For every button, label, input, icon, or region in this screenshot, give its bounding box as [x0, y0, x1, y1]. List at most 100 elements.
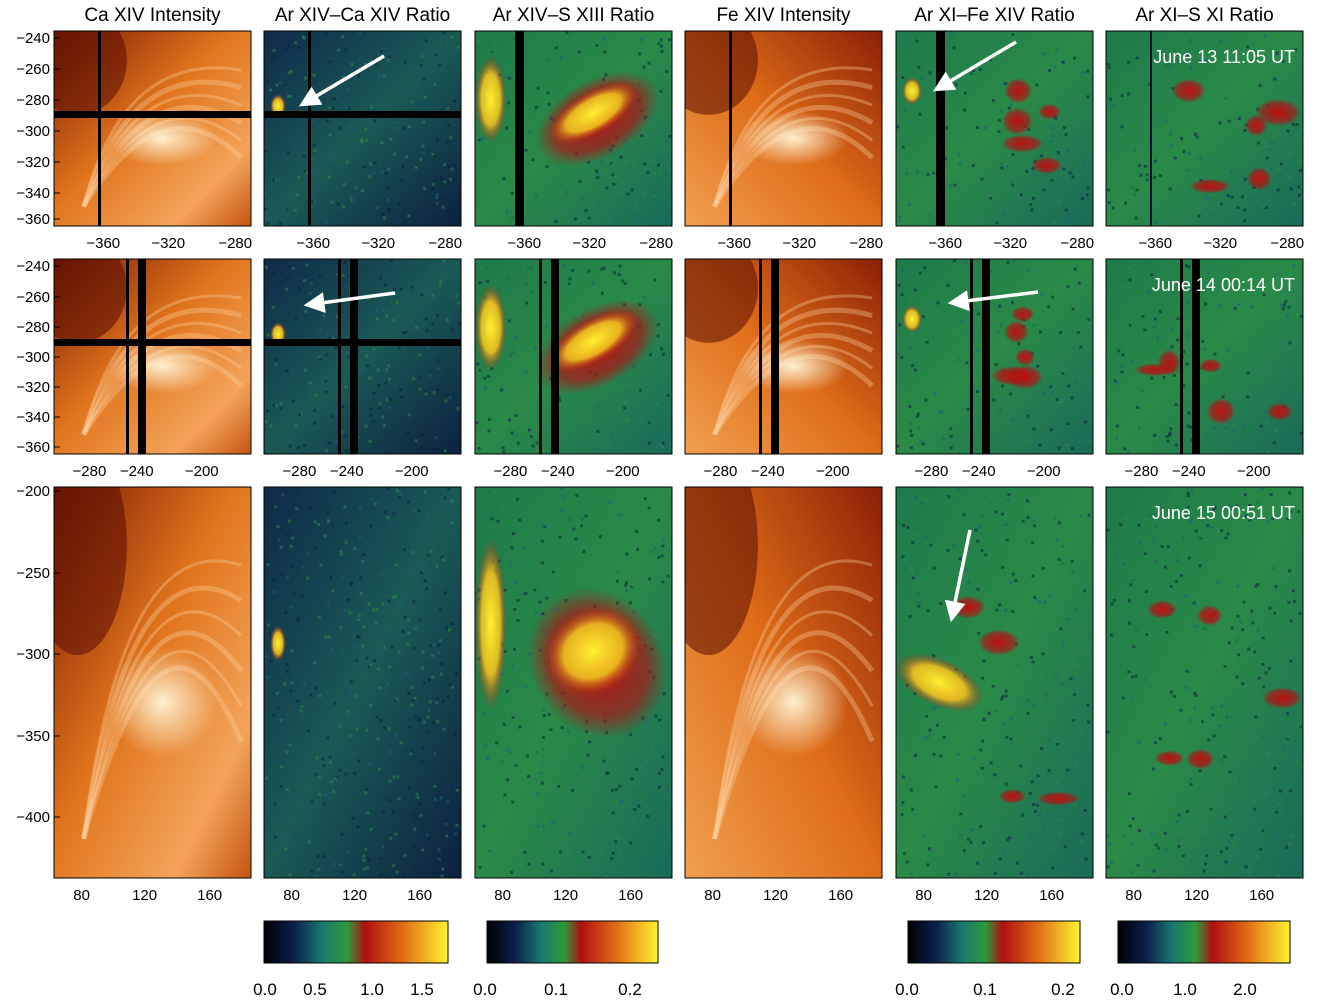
x-tick-label: 120	[763, 887, 788, 904]
x-tick-label: −240	[120, 463, 154, 480]
feature-arrow	[298, 54, 385, 107]
image-panel	[474, 30, 673, 227]
x-tick-label: −360	[296, 235, 330, 252]
x-tick-label: −280	[1125, 463, 1159, 480]
colorbar-tick-label: 0.2	[618, 980, 642, 999]
x-tick-label: 160	[618, 887, 643, 904]
x-tick-label: 80	[283, 887, 300, 904]
x-tick-label: −240	[751, 463, 785, 480]
x-tick-label: 80	[915, 887, 932, 904]
x-tick-label: −360	[86, 235, 120, 252]
colorbar-tick-label: 0.1	[544, 980, 568, 999]
timestamp-label: June 14 00:14 UT	[1152, 275, 1295, 295]
image-panel	[1105, 258, 1304, 455]
x-tick-label: −200	[185, 463, 219, 480]
y-tick-label: −300	[16, 646, 50, 663]
y-tick-label: −320	[16, 379, 50, 396]
colorbar-tick-label: 1.0	[360, 980, 384, 999]
x-tick-label: −360	[928, 235, 962, 252]
column-title: Ar XI–S XI Ratio	[1135, 5, 1273, 26]
image-panel	[1105, 486, 1304, 879]
x-tick-label: −280	[218, 235, 252, 252]
y-tick-label: −260	[16, 289, 50, 306]
x-tick-label: −280	[639, 235, 673, 252]
colorbar-tick-label: 0.5	[303, 980, 327, 999]
y-tick-label: −280	[16, 92, 50, 109]
x-tick-label: 160	[197, 887, 222, 904]
image-panel	[474, 258, 673, 455]
image-panel	[53, 486, 252, 879]
colorbar-tick-label: 2.0	[1233, 980, 1257, 999]
feature-arrow	[944, 529, 972, 623]
y-tick-label: −340	[16, 185, 50, 202]
x-tick-label: 80	[73, 887, 90, 904]
x-tick-label: −280	[1060, 235, 1094, 252]
x-tick-label: 80	[494, 887, 511, 904]
y-tick-label: −200	[16, 483, 50, 500]
x-tick-label: −280	[494, 463, 528, 480]
x-tick-label: 120	[553, 887, 578, 904]
timestamp-label: June 15 00:51 UT	[1152, 503, 1295, 523]
x-tick-label: −280	[73, 463, 107, 480]
column-title: Fe XIV Intensity	[716, 5, 851, 26]
x-tick-label: 160	[407, 887, 432, 904]
x-tick-label: −280	[1270, 235, 1304, 252]
image-panel	[1105, 30, 1304, 227]
y-tick-label: −340	[16, 409, 50, 426]
feature-arrow	[932, 40, 1017, 92]
colorbar-tick-label: 0.0	[473, 980, 497, 999]
y-tick-label: −280	[16, 319, 50, 336]
image-panel	[474, 486, 673, 879]
column-title: Ar XI–Fe XIV Ratio	[914, 5, 1075, 26]
x-tick-label: −280	[704, 463, 738, 480]
image-panel	[895, 258, 1094, 455]
colorbar	[486, 920, 659, 964]
y-tick-label: −400	[16, 809, 50, 826]
x-tick-label: −280	[428, 235, 462, 252]
image-panel	[895, 486, 1094, 879]
column-title: Ar XIV–S XIII Ratio	[493, 5, 655, 26]
x-tick-label: −320	[361, 235, 395, 252]
x-tick-label: 80	[1125, 887, 1142, 904]
colorbar	[263, 920, 449, 964]
x-tick-label: 120	[974, 887, 999, 904]
colorbar-tick-label: 0.0	[895, 980, 919, 999]
x-tick-label: −360	[507, 235, 541, 252]
colorbar-tick-label: 1.5	[410, 980, 434, 999]
x-tick-label: −240	[541, 463, 575, 480]
x-tick-label: −240	[962, 463, 996, 480]
y-tick-label: −360	[16, 211, 50, 228]
x-tick-label: 120	[132, 887, 157, 904]
image-panel	[53, 258, 252, 455]
colorbar-tick-label: 0.0	[253, 980, 277, 999]
y-tick-label: −350	[16, 728, 50, 745]
image-panel	[684, 486, 883, 879]
x-tick-label: −320	[151, 235, 185, 252]
x-tick-label: −200	[395, 463, 429, 480]
x-tick-label: −240	[330, 463, 364, 480]
column-title: Ca XIV Intensity	[84, 5, 221, 26]
image-panel	[263, 30, 462, 227]
x-tick-label: −320	[572, 235, 606, 252]
y-tick-label: −260	[16, 61, 50, 78]
x-tick-label: −280	[849, 235, 883, 252]
x-tick-label: −320	[993, 235, 1027, 252]
x-tick-label: 160	[1039, 887, 1064, 904]
colorbar	[907, 920, 1081, 964]
colorbar	[1117, 920, 1291, 964]
image-panel	[684, 258, 883, 455]
x-tick-label: −320	[782, 235, 816, 252]
x-tick-label: −360	[717, 235, 751, 252]
y-tick-label: −240	[16, 30, 50, 47]
x-tick-label: −280	[283, 463, 317, 480]
feature-arrow	[303, 291, 396, 313]
y-tick-label: −320	[16, 154, 50, 171]
colorbar-tick-label: 0.1	[973, 980, 997, 999]
x-tick-label: 120	[1184, 887, 1209, 904]
y-tick-label: −240	[16, 258, 50, 275]
y-tick-label: −360	[16, 439, 50, 456]
feature-arrow	[947, 290, 1039, 312]
x-tick-label: 160	[1249, 887, 1274, 904]
image-panel	[895, 30, 1094, 227]
